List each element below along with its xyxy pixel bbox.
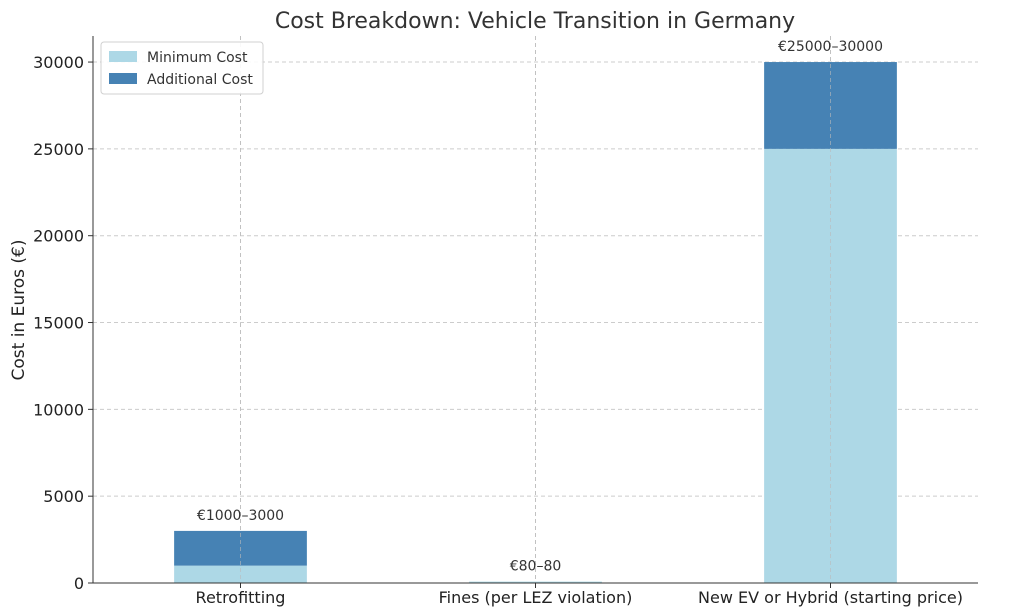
chart-title: Cost Breakdown: Vehicle Transition in Ge… (275, 9, 795, 34)
y-tick-label: 0 (74, 574, 84, 593)
legend-swatch (109, 73, 137, 84)
x-ticks: Retrofitting Fines (per LEZ violation) New… (196, 583, 963, 607)
y-tick-label: 20000 (33, 227, 84, 246)
legend-entry: Additional Cost (147, 72, 253, 88)
legend-swatch (109, 51, 137, 62)
x-tick-label: Fines (per LEZ violation) (439, 588, 633, 607)
bar-segment (174, 565, 307, 583)
bar-data-label: €25000–30000 (778, 39, 883, 55)
y-axis-label: Cost in Euros (€) (9, 240, 29, 381)
y-tick-label: 25000 (33, 140, 84, 159)
bar-data-label: €80–80 (510, 559, 562, 575)
y-tick-label: 15000 (33, 314, 84, 333)
y-tick-label: 5000 (43, 487, 84, 506)
data-labels: €1000–3000 €80–80 €25000–30000 (197, 39, 883, 575)
y-tick-label: 10000 (33, 400, 84, 419)
x-tick-label: New EV or Hybrid (starting price) (698, 588, 963, 607)
y-ticks: 0 5000 10000 15000 20000 25000 30000 (33, 53, 93, 593)
bars (174, 36, 897, 583)
legend: Minimum Cost Additional Cost (100, 41, 264, 95)
legend-entry: Minimum Cost (147, 50, 248, 66)
bar-data-label: €1000–3000 (197, 508, 284, 524)
x-tick-label: Retrofitting (196, 588, 286, 607)
legend-box (100, 41, 264, 95)
y-tick-label: 30000 (33, 53, 84, 72)
